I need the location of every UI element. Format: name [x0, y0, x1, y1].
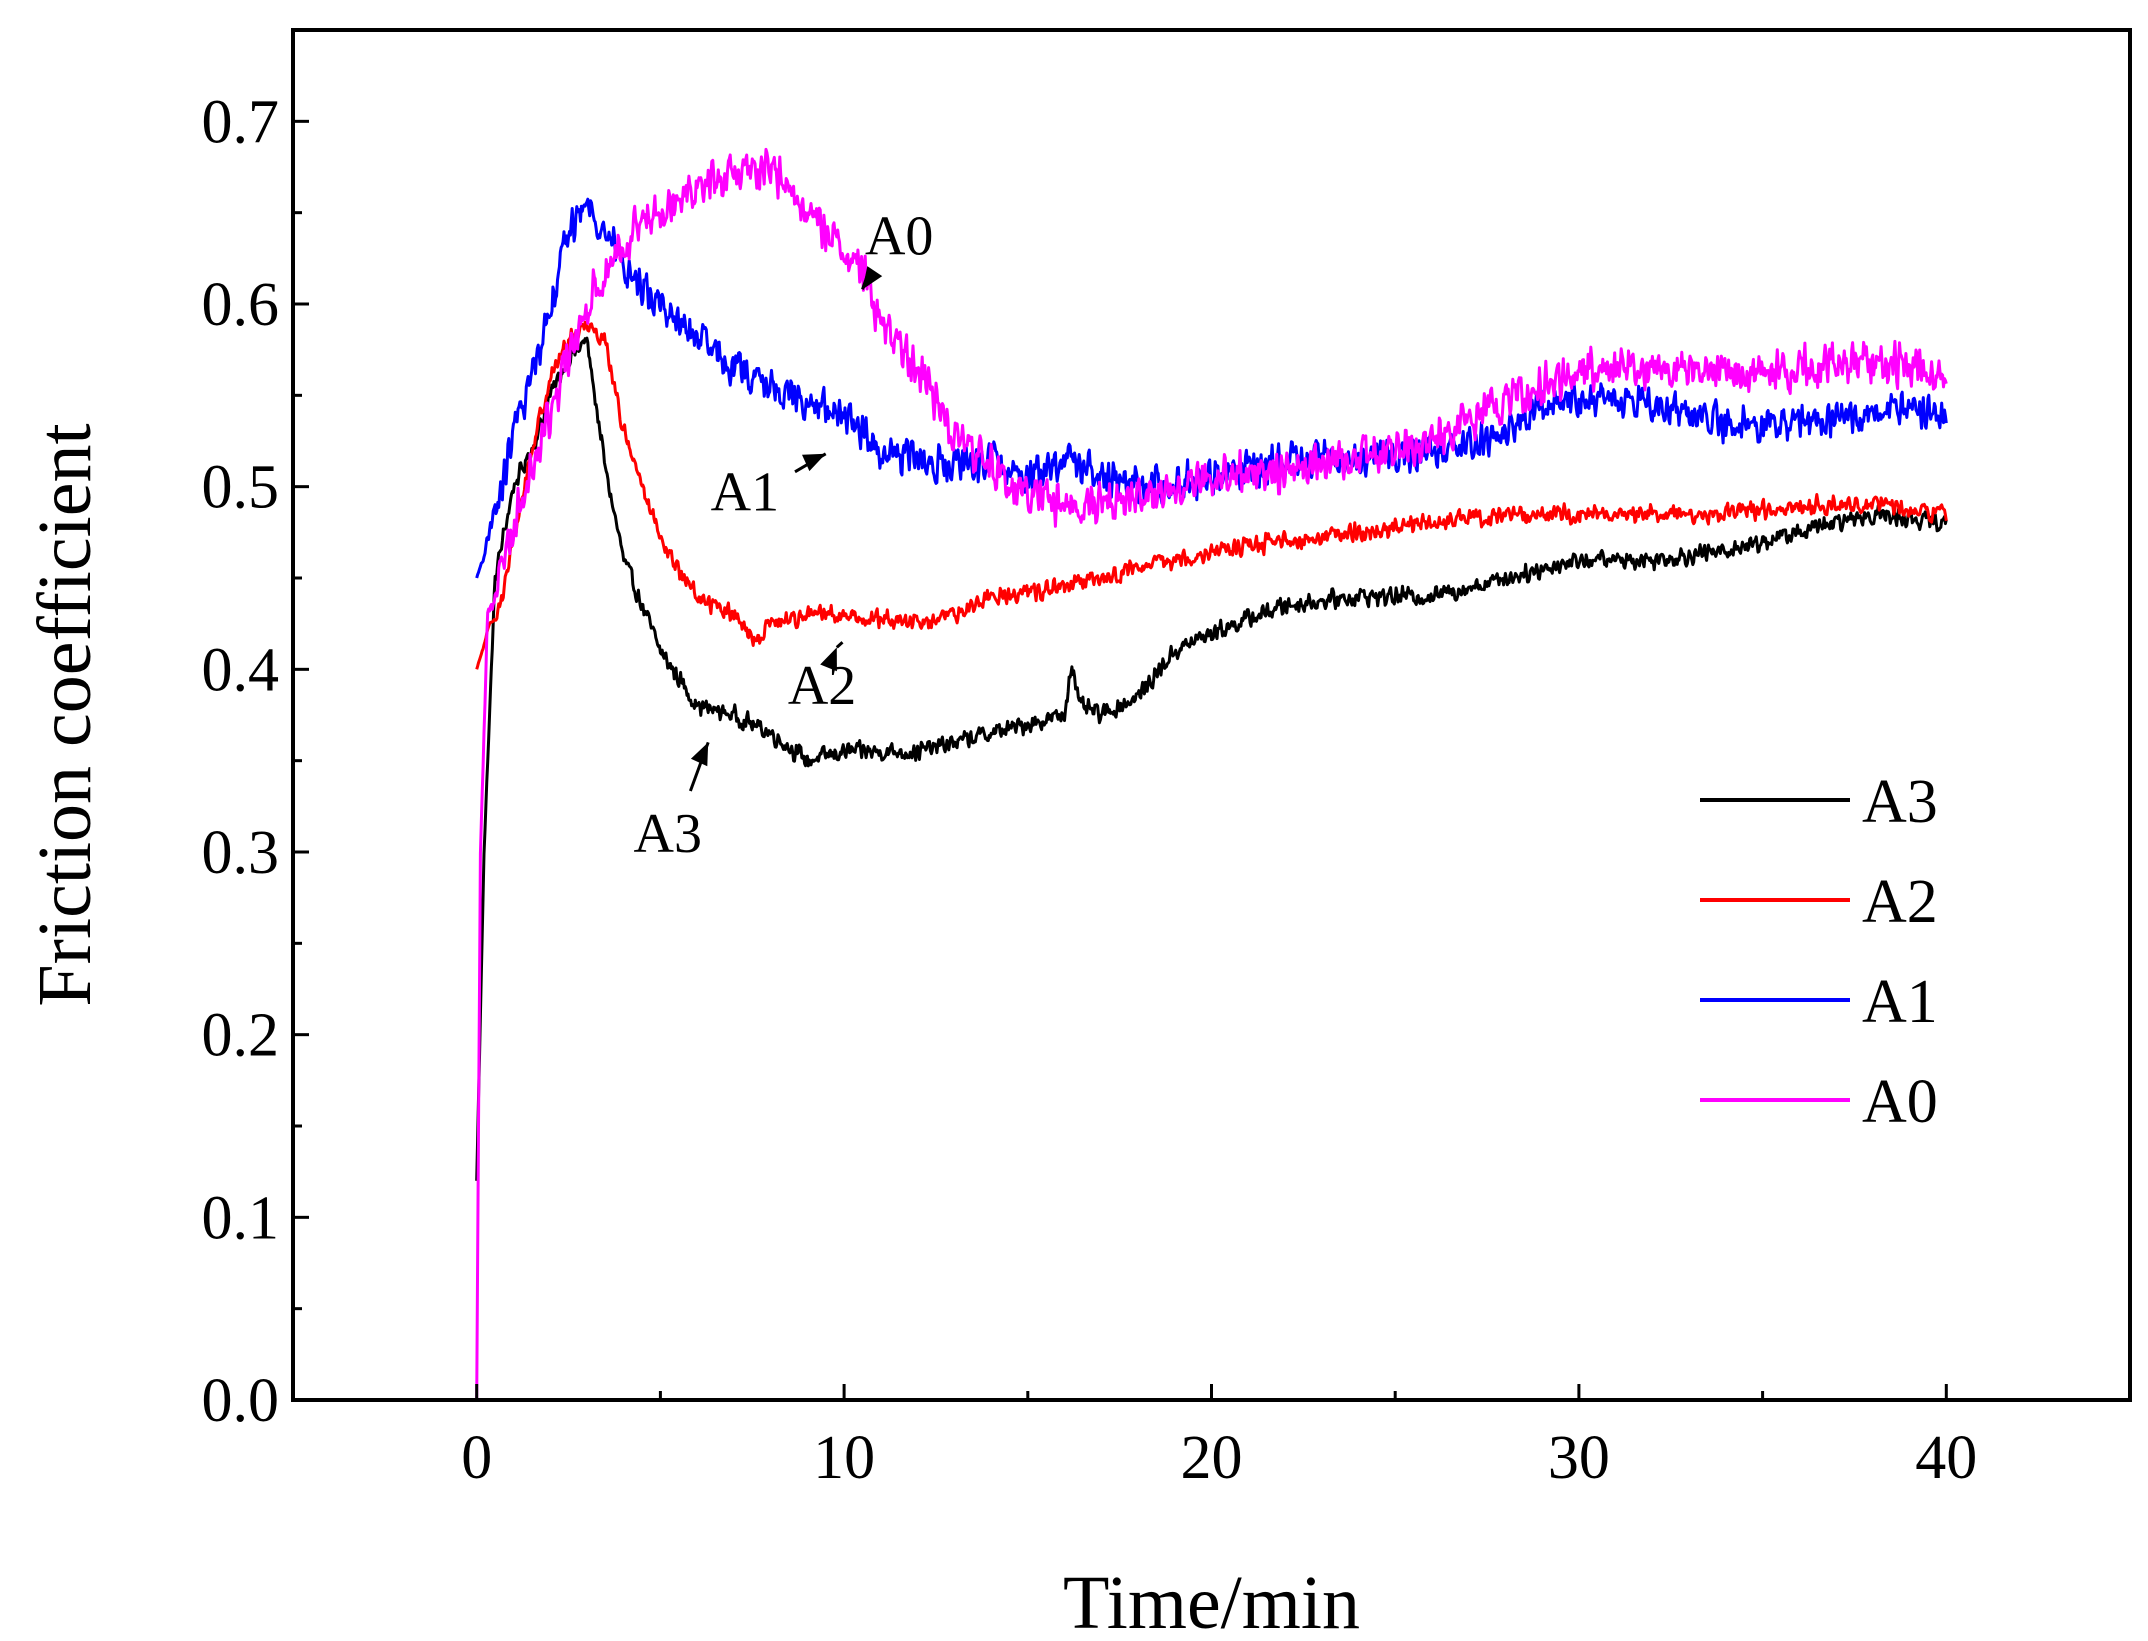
- annotations-layer: A0 A1 A2 A3: [634, 206, 934, 865]
- legend-label-A1: A1: [1862, 968, 1938, 1036]
- legend-label-A2: A2: [1862, 868, 1938, 936]
- annotation-arrowhead-A2: [820, 647, 837, 672]
- series-line-A0: [475, 147, 1948, 1401]
- y-tick-label: 0.4: [202, 636, 280, 704]
- y-tick-label: 0.3: [202, 819, 280, 887]
- y-tick-label: 0.0: [202, 1367, 280, 1435]
- series-line-A2: [475, 320, 1948, 670]
- y-tick-label: 0.2: [202, 1002, 280, 1070]
- x-tick-label: 40: [1915, 1424, 1977, 1492]
- annotation-arrowhead-A0: [862, 266, 883, 290]
- annotation-label-A1: A1: [711, 461, 779, 523]
- annotation-arrowhead-A1: [802, 453, 826, 472]
- legend-label-A0: A0: [1862, 1068, 1938, 1136]
- ticks-layer: 0.0 0.1 0.2 0.3 0.4 0.5 0.6 0.7 0 10 20 30 40: [202, 28, 2132, 1492]
- annotation-label-A2: A2: [788, 655, 856, 717]
- y-tick-label: 0.7: [202, 88, 280, 156]
- series-line-A3: [475, 336, 1948, 1181]
- series-layer: [475, 147, 1948, 1401]
- legend-label-A3: A3: [1862, 768, 1938, 836]
- legend: A3 A2 A1 A0: [1700, 768, 1938, 1136]
- annotation-arrow-A2: [835, 641, 844, 649]
- annotation-arrowhead-A3: [690, 742, 709, 767]
- x-tick-label: 20: [1181, 1424, 1243, 1492]
- y-tick-label: 0.6: [202, 271, 280, 339]
- series-line-A1: [475, 197, 1948, 579]
- x-tick-label: 30: [1548, 1424, 1610, 1492]
- x-tick-label: 10: [813, 1424, 875, 1492]
- x-tick-label: 0: [461, 1424, 492, 1492]
- y-axis-title: Friction coefficient: [23, 423, 107, 1006]
- annotation-label-A0: A0: [865, 206, 933, 268]
- y-tick-label: 0.1: [202, 1184, 280, 1252]
- y-tick-label: 0.5: [202, 454, 280, 522]
- x-axis-title: Time/min: [1063, 1561, 1360, 1641]
- annotation-label-A3: A3: [634, 803, 702, 865]
